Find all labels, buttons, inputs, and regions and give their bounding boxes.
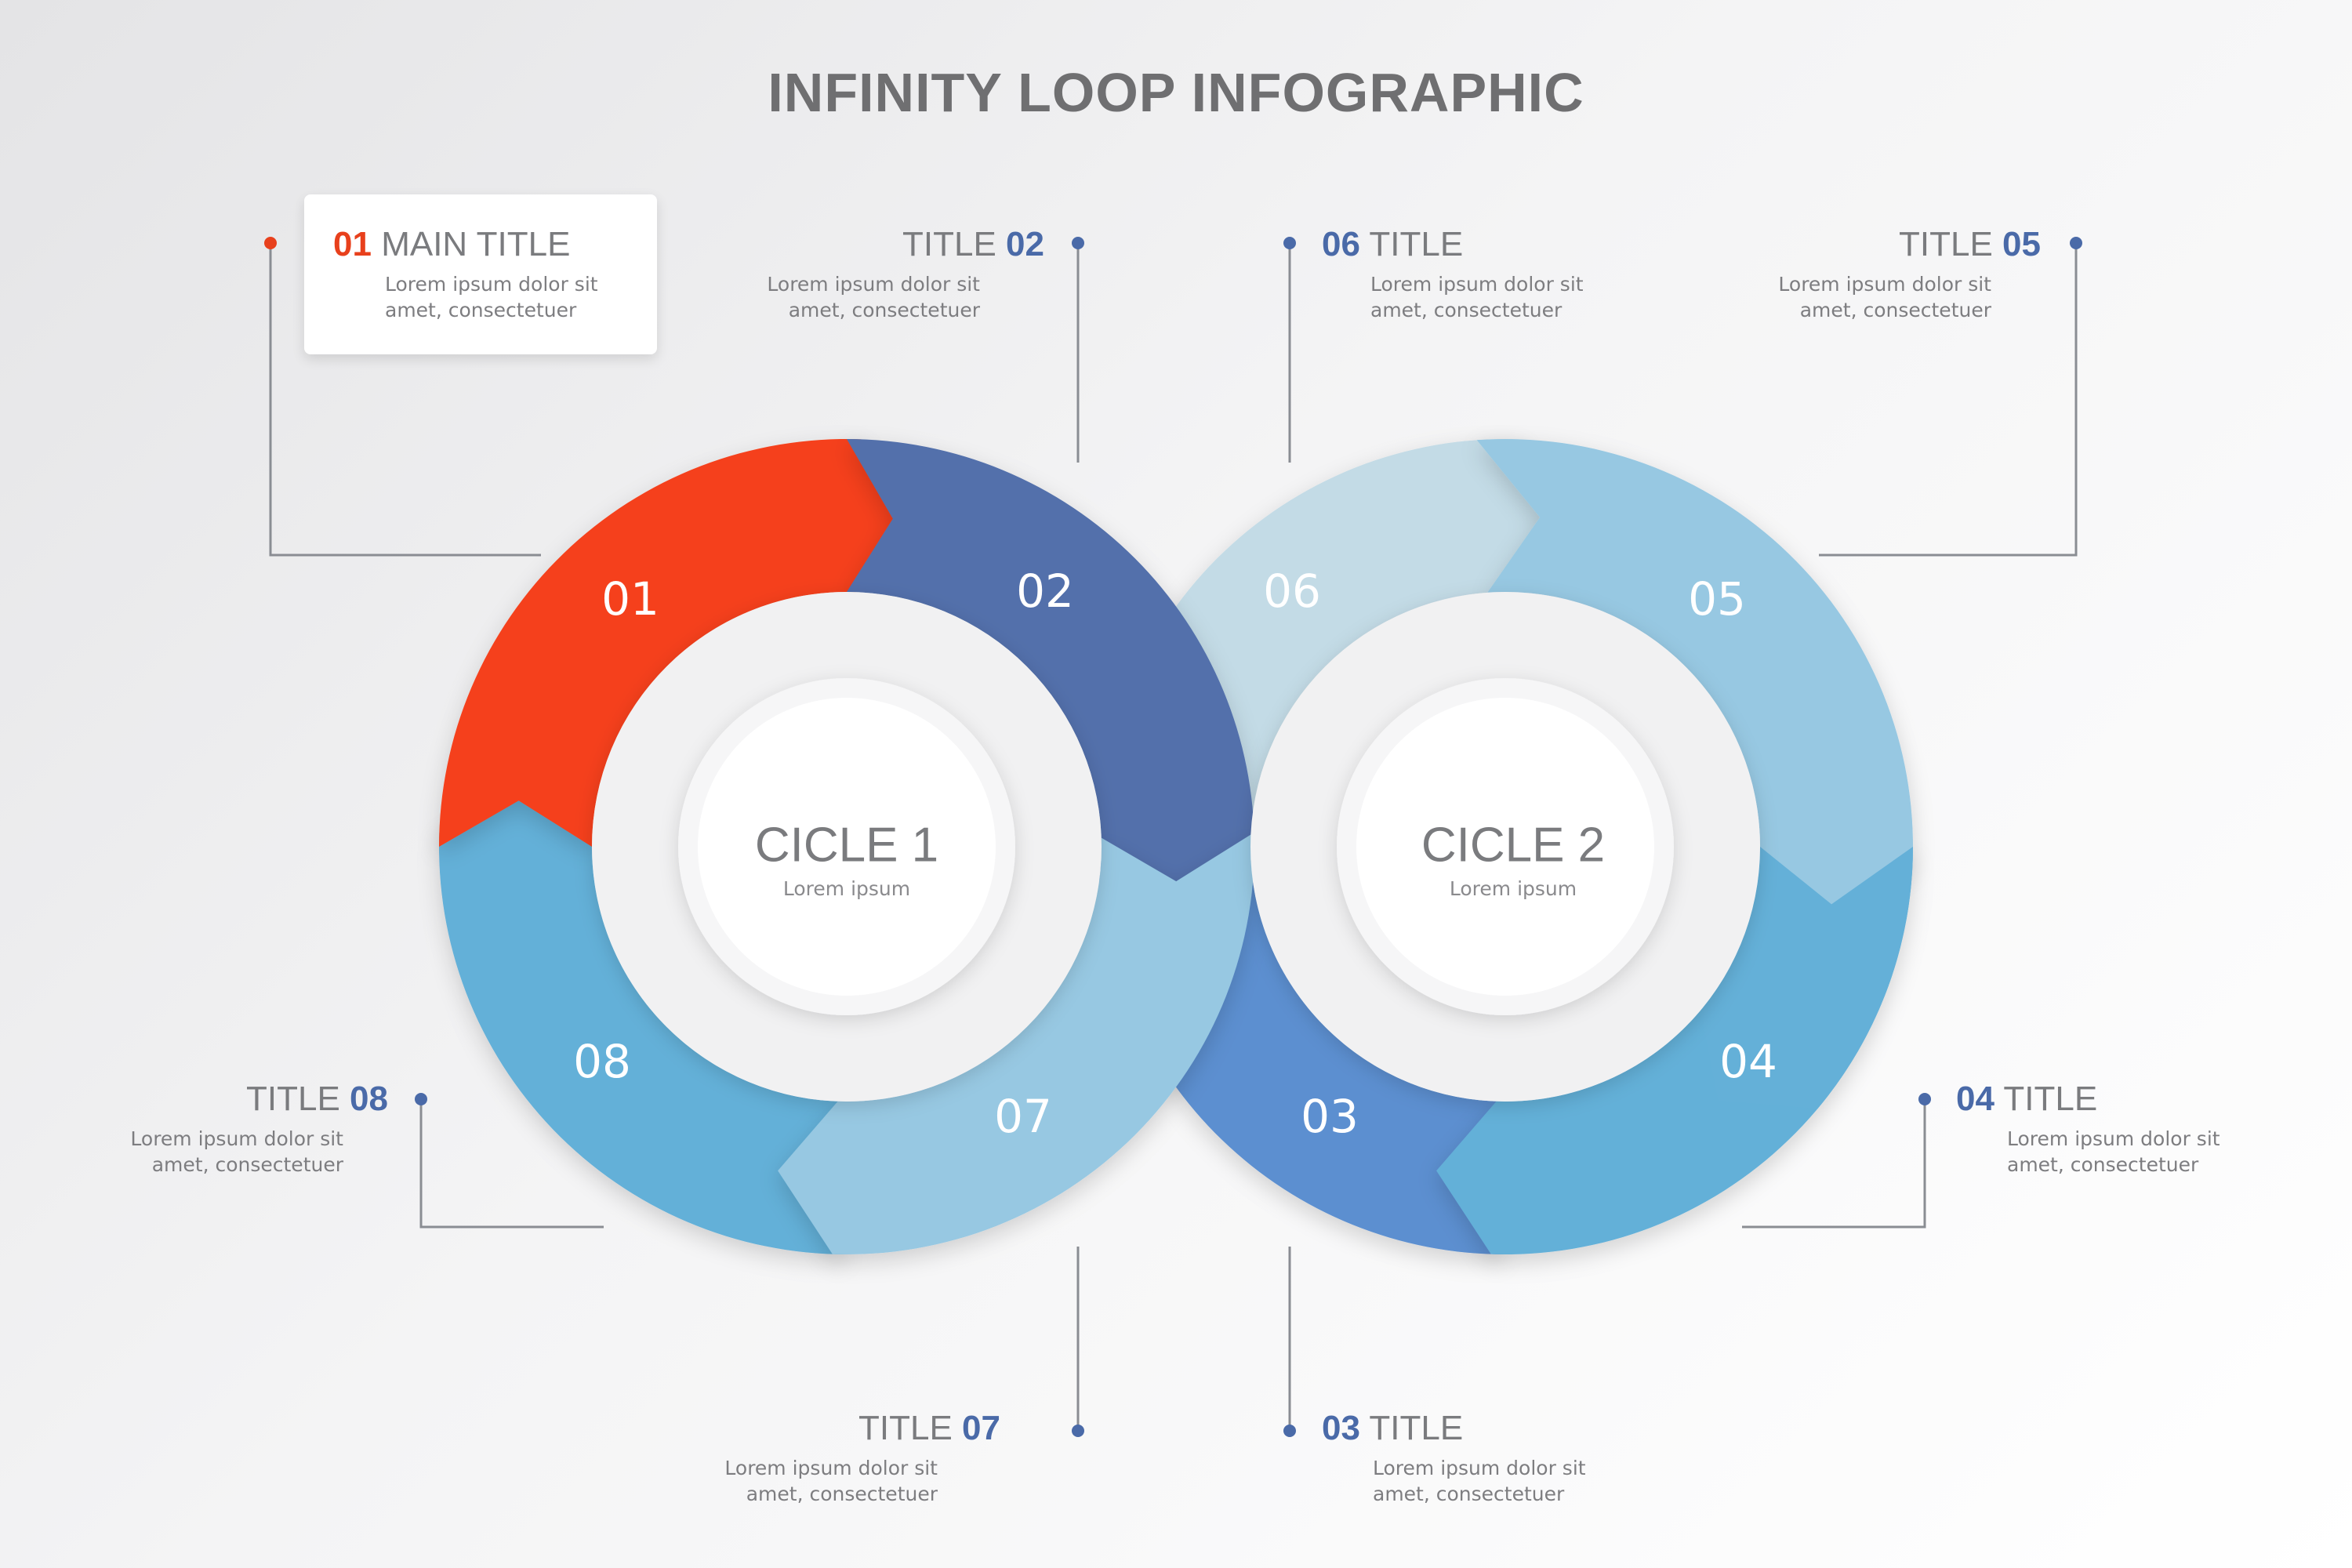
callout-05-number: 05 [2002,225,2041,263]
inner-circles [592,592,1760,1102]
connector-04 [1742,1099,1926,1229]
callout-07-text-line1: Lorem ipsum dolor sit [724,1457,938,1479]
callout-02-text-line1: Lorem ipsum dolor sit [767,273,980,296]
callout-01-text-line1: Lorem ipsum dolor sit [385,273,598,296]
dot-04 [1918,1093,1931,1105]
page-title: INFINITY LOOP INFOGRAPHIC [768,62,1584,123]
callout-04-text-line1: Lorem ipsum dolor sit [2007,1127,2220,1150]
segment-02 [847,439,1254,905]
ring-left [439,439,1254,1254]
dot-03 [1283,1425,1296,1437]
callout-08-text-line2: amet, consectetuer [151,1153,343,1176]
segment-label-08: 08 [573,1035,631,1088]
callout-02: TITLE 02 Lorem ipsum dolor sit amet, cons… [715,224,1044,323]
callout-05-text-line1: Lorem ipsum dolor sit [1778,273,1991,296]
callout-08: TITLE 08 Lorem ipsum dolor sit amet, cons… [59,1079,388,1178]
callout-06: 06 TITLE Lorem ipsum dolor sit amet, cons… [1322,224,1651,323]
circle-1-subtitle: Lorem ipsum [783,877,910,900]
callout-04-text-line2: amet, consectetuer [2007,1153,2199,1176]
callout-01: 01 MAIN TITLE Lorem ipsum dolor sit amet,… [333,224,662,323]
dot-05 [2070,237,2082,249]
segment-label-02: 02 [1016,564,1074,618]
segment-label-07: 07 [994,1090,1052,1143]
callout-04-title: TITLE [2003,1080,2098,1118]
dot-08 [415,1093,427,1105]
callout-08-title: TITLE [246,1080,340,1118]
circle-2-title: CICLE 2 [1421,818,1605,872]
connector-08 [419,1099,604,1229]
segment-07 [778,832,1254,1255]
connector-05 [1819,243,2078,557]
callout-07-number: 07 [962,1409,1000,1447]
callout-06-text-line2: amet, consectetuer [1370,299,1563,321]
dot-02 [1072,237,1084,249]
segment-01 [439,439,916,847]
callout-07-title: TITLE [858,1409,953,1447]
dot-06 [1283,237,1296,249]
segment-label-03: 03 [1301,1090,1359,1143]
callout-03: 03 TITLE Lorem ipsum dolor sit amet, cons… [1322,1408,1651,1507]
segment-04-cap [1700,847,1913,1109]
segment-05 [1476,439,1913,916]
callout-02-title: TITLE [902,225,996,263]
callout-04-number: 04 [1956,1080,1994,1118]
callout-03-title: TITLE [1369,1409,1464,1447]
callout-05-title: TITLE [1899,225,1993,263]
callout-07-text-line2: amet, consectetuer [746,1483,938,1505]
ring-overlap [778,832,1254,1255]
callout-02-text-line2: amet, consectetuer [788,299,980,321]
callout-05: TITLE 05 Lorem ipsum dolor sit amet, cons… [1711,224,2041,323]
callout-06-text-line1: Lorem ipsum dolor sit [1370,273,1584,296]
callout-05-text-line2: amet, consectetuer [1799,299,1991,321]
callout-01-number: 01 [333,225,372,263]
callout-08-text-line1: Lorem ipsum dolor sit [130,1127,343,1150]
callout-03-number: 03 [1322,1409,1360,1447]
callout-06-title: TITLE [1369,225,1464,263]
callout-03-text-line2: amet, consectetuer [1373,1483,1565,1505]
connector-dots [264,237,2082,1437]
callout-03-text-line1: Lorem ipsum dolor sit [1373,1457,1586,1479]
segment-08 [439,778,847,1254]
circle-1-title: CICLE 1 [755,818,938,872]
segment-label-06: 06 [1263,564,1321,618]
connector-lines [269,243,2078,1431]
ring-right [1098,438,1913,1255]
callout-01-title: MAIN TITLE [381,225,571,263]
connector-01 [269,243,541,557]
segment-label-04: 04 [1719,1035,1777,1088]
dot-07 [1072,1425,1084,1437]
segment-label-01: 01 [601,572,659,626]
segment-label-05: 05 [1688,572,1746,626]
callout-01-text-line2: amet, consectetuer [385,299,577,321]
inner-disc-2 [1356,698,1654,996]
callout-08-number: 08 [350,1080,388,1118]
callout-04: 04 TITLE Lorem ipsum dolor sit amet, cons… [1956,1079,2285,1178]
circle-2-subtitle: Lorem ipsum [1450,877,1577,900]
callout-02-number: 02 [1006,225,1044,263]
main-title-card [304,194,657,354]
inner-disc-1 [698,698,996,996]
dot-01 [264,237,277,249]
callout-06-number: 06 [1322,225,1360,263]
callout-07: TITLE 07 Lorem ipsum dolor sit amet, cons… [671,1408,1000,1507]
